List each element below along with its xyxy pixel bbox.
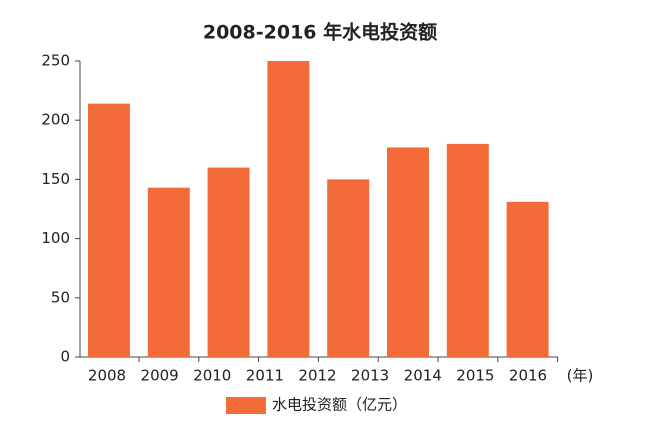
bar	[267, 61, 310, 357]
x-tick-label: 2016	[509, 367, 547, 385]
x-tick-label: 2013	[351, 367, 389, 385]
bar	[506, 201, 549, 357]
y-tick-label: 0	[60, 348, 70, 366]
bar	[207, 167, 250, 357]
y-tick-label: 200	[41, 111, 70, 129]
legend-label: 水电投资额（亿元）	[272, 396, 407, 414]
x-tick-label: 2010	[193, 367, 231, 385]
bar	[88, 103, 130, 358]
x-tick-label: 2014	[404, 367, 442, 385]
x-tick-label: 2011	[246, 367, 284, 385]
y-tick-label: 150	[41, 170, 70, 188]
y-tick-label: 100	[41, 229, 70, 247]
bar	[387, 147, 429, 357]
bar	[147, 187, 190, 357]
x-tick-label: 2008	[88, 367, 126, 385]
bar	[446, 143, 489, 357]
x-tick-label: 2009	[141, 367, 179, 385]
legend-swatch	[226, 397, 266, 414]
x-tick-label: 2012	[298, 367, 336, 385]
y-tick-label: 50	[51, 288, 70, 306]
x-tick-label: 2015	[456, 367, 494, 385]
bar	[327, 179, 370, 357]
x-axis-label: (年)	[567, 367, 594, 385]
chart-title: 2008-2016 年水电投资额	[203, 21, 437, 44]
y-tick-label: 250	[41, 52, 70, 70]
